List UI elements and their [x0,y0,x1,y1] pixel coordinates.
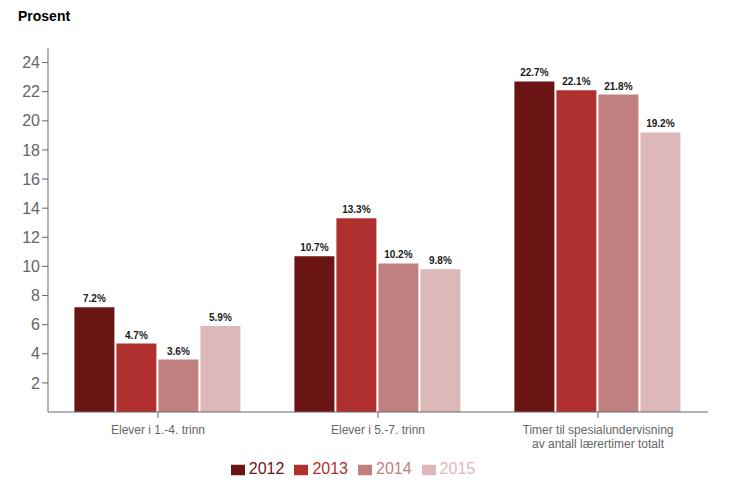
svg-text:10.2%: 10.2% [384,249,412,260]
svg-text:Elever i 1.-4. trinn: Elever i 1.-4. trinn [111,423,205,437]
svg-text:2: 2 [31,375,40,392]
svg-text:12: 12 [22,229,40,246]
svg-text:9.8%: 9.8% [429,255,452,266]
svg-text:7.2%: 7.2% [83,293,106,304]
svg-text:22.1%: 22.1% [562,76,590,87]
svg-text:13.3%: 13.3% [342,204,370,215]
svg-text:16: 16 [22,171,40,188]
svg-text:22: 22 [22,83,40,100]
svg-text:5.9%: 5.9% [209,312,232,323]
svg-text:6: 6 [31,316,40,333]
svg-text:20: 20 [22,112,40,129]
svg-text:Timer til spesialundervisninga: Timer til spesialundervisningav antall l… [523,423,674,451]
svg-text:18: 18 [22,142,40,159]
svg-text:3.6%: 3.6% [167,346,190,357]
svg-text:10.7%: 10.7% [300,242,328,253]
svg-text:4.7%: 4.7% [125,330,148,341]
svg-text:21.8%: 21.8% [604,81,632,92]
svg-text:10: 10 [22,258,40,275]
svg-text:24: 24 [22,54,40,71]
svg-text:22.7%: 22.7% [520,67,548,78]
html-text:2012: 2012 [248,460,285,477]
svg-text:Elever i 5.-7. trinn: Elever i 5.-7. trinn [331,423,425,437]
html-text:2013: 2013 [312,460,348,477]
svg-text:19.2%: 19.2% [646,118,674,129]
html-text:Prosent: Prosent [18,8,71,24]
html-text:2014: 2014 [376,460,412,477]
svg-text:8: 8 [31,287,40,304]
svg-text:4: 4 [31,345,40,362]
svg-text:14: 14 [22,200,40,217]
html-text:2015: 2015 [439,460,476,477]
